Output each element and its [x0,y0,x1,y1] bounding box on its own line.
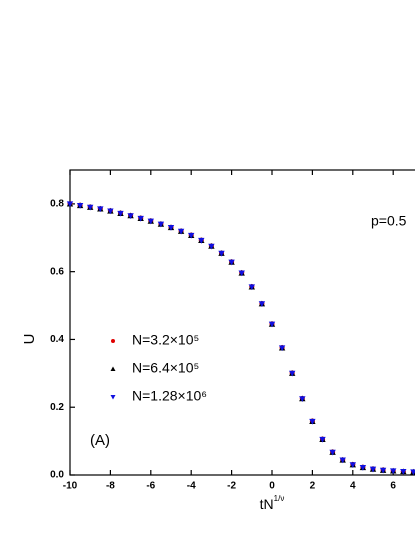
data-point [198,237,205,244]
data-point [339,457,346,464]
data-point [238,270,245,277]
legend-marker [111,339,115,343]
x-tick-label: -10 [63,481,78,492]
x-tick-label: 2 [310,481,316,492]
data-point [117,210,124,217]
data-point [147,218,154,225]
data-point [309,418,316,425]
y-tick-label: 0.0 [50,470,64,481]
y-tick-label: 0.2 [50,402,64,413]
data-point [167,225,175,231]
y-tick-label: 0.6 [50,266,64,277]
legend-marker [110,395,116,400]
data-point [177,228,185,235]
data-point [208,243,215,250]
data-point [157,221,165,228]
data-point [248,284,255,291]
x-tick-label: 4 [350,481,356,492]
x-axis-label-base: tN [260,496,274,512]
data-point [66,201,74,208]
plot-area [66,169,415,476]
x-tick-label: -8 [106,481,115,492]
x-tick-label: 0 [269,481,275,492]
y-tick-label: 0.4 [50,334,64,345]
legend-label: N=6.4×10⁵ [132,360,199,376]
annotation: (A) [90,432,110,449]
x-tick-label: -2 [227,481,236,492]
data-point [369,466,377,473]
data-point [107,208,114,215]
data-point [410,469,415,476]
x-axis-label-sup: 1/ν [274,494,285,503]
x-tick-label: 6 [390,481,396,492]
data-point [349,462,356,469]
data-point [268,321,276,328]
annotation: p=0.5 [371,213,407,229]
data-point [137,215,144,222]
data-point [188,232,195,239]
data-point [319,436,326,443]
x-tick-label: -4 [187,481,196,492]
data-point [76,203,84,209]
legend-marker [110,366,116,371]
y-tick-label: 0.8 [50,199,64,210]
legend-label: N=3.2×10⁵ [132,332,199,348]
data-point [127,213,134,219]
data-point [87,204,94,211]
data-point [97,206,104,213]
y-axis-label: U [21,334,38,345]
data-point [289,370,296,377]
data-point [228,259,235,266]
data-point [390,468,397,475]
x-axis-label: tN1/ν [260,494,285,512]
legend-label: N=1.28×10⁶ [132,388,207,404]
data-point [359,464,367,471]
x-tick-label: -6 [146,481,155,492]
data-point [329,449,336,456]
data-point [278,345,286,352]
data-point [218,250,225,257]
data-point [258,301,266,308]
data-point [379,467,387,474]
data-point [400,469,407,475]
data-point [299,396,306,402]
